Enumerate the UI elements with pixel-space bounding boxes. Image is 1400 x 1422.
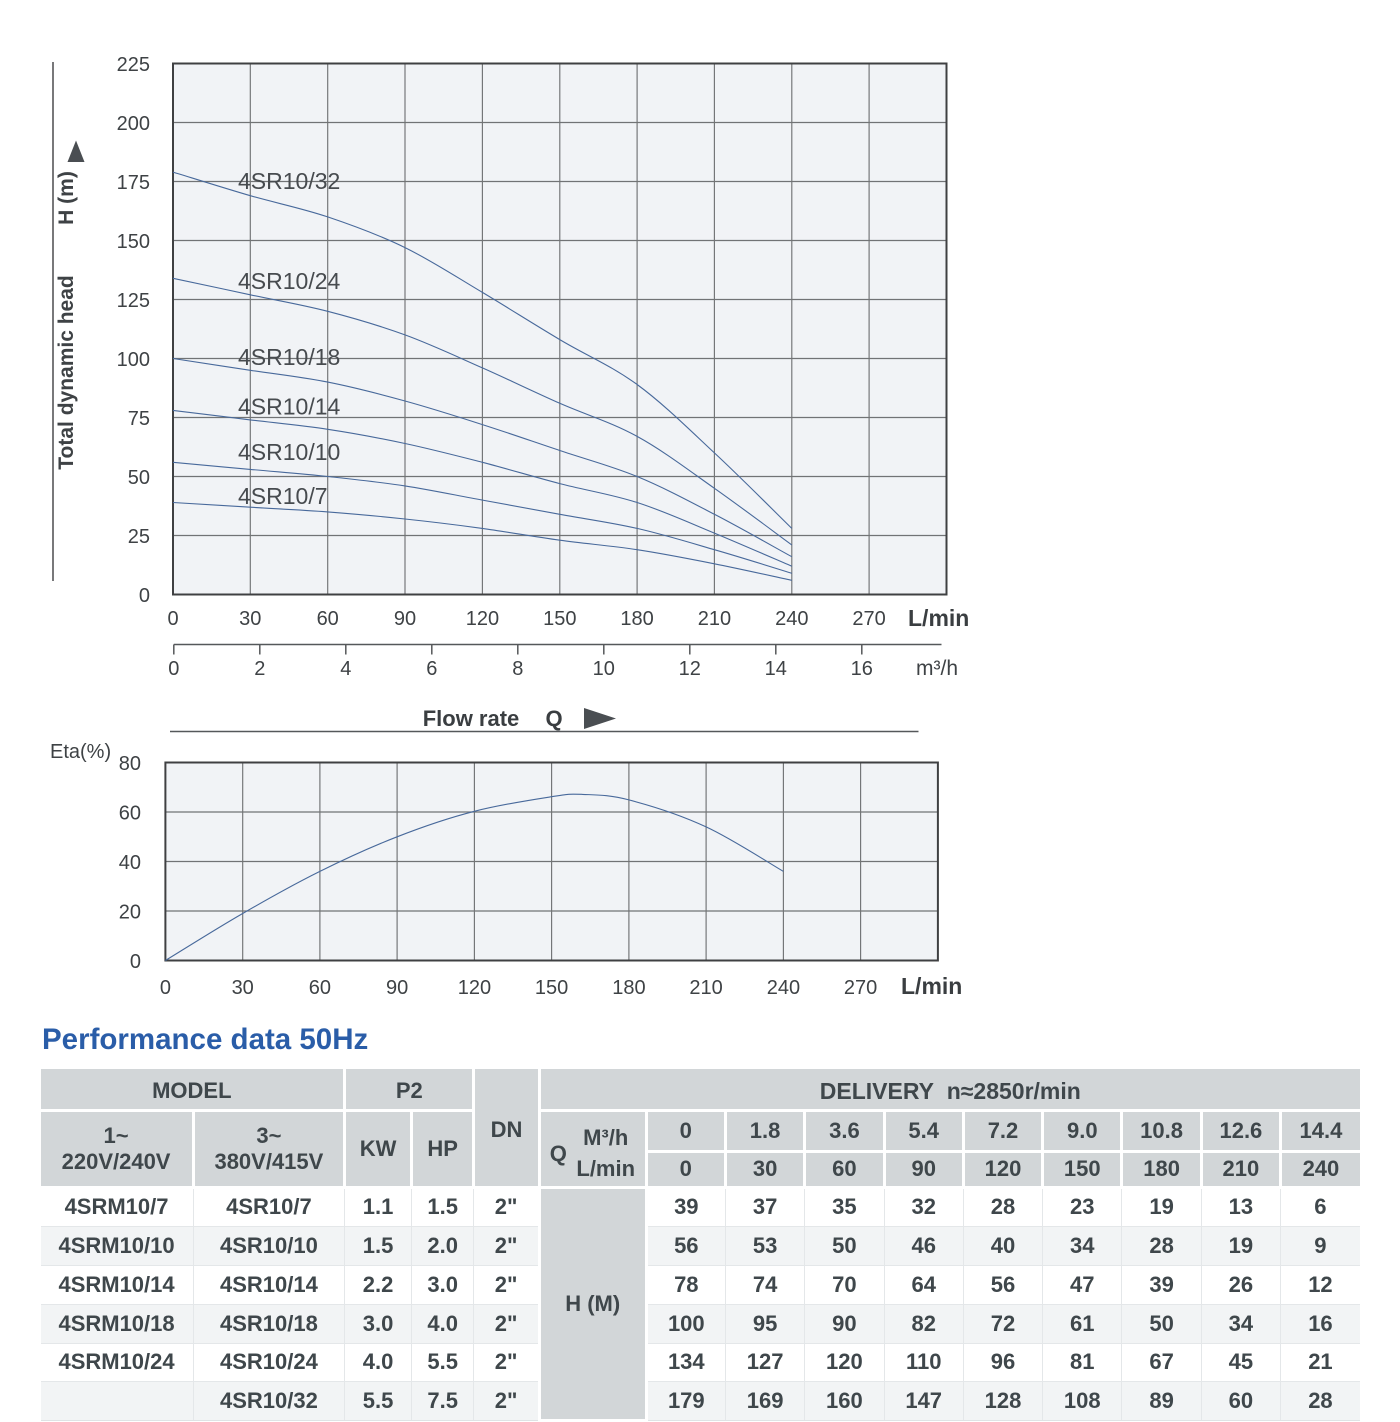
svg-text:270: 270	[844, 977, 877, 999]
svg-text:0: 0	[139, 585, 150, 607]
svg-text:4SR10/14: 4SR10/14	[238, 394, 341, 420]
svg-text:H (m): H (m)	[55, 171, 78, 225]
svg-text:m³/h: m³/h	[916, 657, 958, 680]
svg-text:40: 40	[119, 852, 141, 874]
svg-text:30: 30	[232, 977, 254, 999]
svg-text:60: 60	[309, 977, 331, 999]
svg-text:Flow rate: Flow rate	[423, 706, 520, 731]
svg-text:90: 90	[394, 608, 416, 630]
svg-text:4SR10/32: 4SR10/32	[238, 168, 340, 194]
svg-text:Q: Q	[545, 706, 562, 731]
svg-text:200: 200	[117, 113, 150, 135]
svg-text:10: 10	[593, 658, 615, 680]
svg-text:2: 2	[254, 658, 265, 680]
svg-text:90: 90	[386, 977, 408, 999]
svg-text:125: 125	[117, 290, 150, 312]
svg-text:0: 0	[160, 977, 171, 999]
svg-text:4SR10/24: 4SR10/24	[238, 268, 341, 294]
svg-text:210: 210	[689, 977, 722, 999]
svg-text:150: 150	[117, 231, 150, 253]
svg-text:L/min: L/min	[908, 605, 969, 631]
svg-text:Eta(%): Eta(%)	[50, 741, 111, 763]
svg-text:240: 240	[775, 608, 808, 630]
svg-text:0: 0	[130, 951, 141, 973]
svg-text:225: 225	[117, 54, 150, 76]
svg-text:8: 8	[512, 658, 523, 680]
svg-text:120: 120	[466, 608, 499, 630]
svg-text:60: 60	[317, 608, 339, 630]
svg-text:240: 240	[767, 977, 800, 999]
svg-text:80: 80	[119, 753, 141, 775]
svg-text:0: 0	[168, 658, 179, 680]
svg-text:12: 12	[679, 658, 701, 680]
svg-text:16: 16	[851, 658, 873, 680]
svg-text:100: 100	[117, 349, 150, 371]
svg-text:180: 180	[620, 608, 653, 630]
svg-text:150: 150	[535, 977, 568, 999]
svg-text:50: 50	[128, 467, 150, 489]
svg-text:120: 120	[458, 977, 491, 999]
svg-text:0: 0	[167, 608, 178, 630]
svg-text:L/min: L/min	[901, 973, 962, 999]
svg-text:4SR10/7: 4SR10/7	[238, 483, 328, 509]
svg-text:20: 20	[119, 902, 141, 924]
svg-text:75: 75	[128, 408, 150, 430]
svg-text:14: 14	[765, 658, 787, 680]
svg-text:4: 4	[340, 658, 351, 680]
svg-text:6: 6	[426, 658, 437, 680]
svg-text:175: 175	[117, 172, 150, 194]
svg-text:180: 180	[612, 977, 645, 999]
svg-text:Total dynamic head: Total dynamic head	[55, 275, 78, 470]
svg-text:4SR10/10: 4SR10/10	[238, 439, 340, 465]
svg-text:30: 30	[239, 608, 261, 630]
svg-text:25: 25	[128, 526, 150, 548]
svg-text:270: 270	[852, 608, 885, 630]
svg-text:150: 150	[543, 608, 576, 630]
svg-text:4SR10/18: 4SR10/18	[238, 344, 340, 370]
svg-text:210: 210	[698, 608, 731, 630]
svg-text:60: 60	[119, 803, 141, 825]
